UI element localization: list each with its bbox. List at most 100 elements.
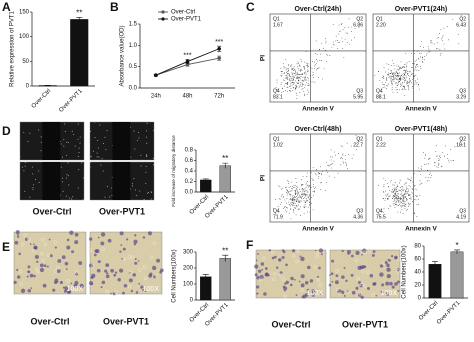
- cell-dot: [385, 194, 387, 196]
- cell-dot: [305, 79, 307, 81]
- cell-dot: [419, 184, 421, 186]
- speck: [38, 182, 40, 184]
- flow-plot: [372, 133, 470, 223]
- cell: [360, 295, 364, 299]
- cell-dot: [407, 73, 409, 74]
- cell-dot: [305, 195, 307, 197]
- cell-dot: [354, 37, 355, 39]
- cell-dot: [293, 199, 295, 201]
- cell-dot: [420, 40, 422, 42]
- cell-dot: [388, 83, 389, 85]
- cell-dot: [403, 75, 405, 77]
- cell: [279, 271, 283, 275]
- cell: [49, 254, 53, 258]
- cell-dot: [296, 75, 298, 77]
- speck: [98, 156, 100, 158]
- cell-dot: [407, 187, 409, 189]
- cell-dot: [385, 88, 387, 89]
- cell: [330, 272, 334, 276]
- cell-dot: [384, 86, 386, 88]
- cell-dot: [279, 204, 281, 205]
- pore: [129, 270, 133, 274]
- cell-dot: [395, 87, 397, 88]
- speck: [106, 186, 108, 188]
- quadrant-value: 2.20: [376, 22, 386, 28]
- pore: [122, 257, 127, 262]
- speck: [153, 129, 155, 131]
- cell-dot: [290, 76, 291, 78]
- cell-dot: [414, 185, 415, 187]
- cell-dot: [395, 189, 396, 191]
- cell-dot: [439, 49, 441, 50]
- pore: [53, 269, 58, 274]
- cell-dot: [404, 95, 406, 97]
- speck: [136, 140, 138, 142]
- cell-dot: [386, 85, 388, 87]
- cell-dot: [288, 69, 289, 71]
- cell-dot: [305, 72, 307, 74]
- cell-dot: [416, 195, 418, 197]
- cell-dot: [295, 189, 297, 191]
- cell: [39, 267, 45, 273]
- cell: [134, 234, 137, 237]
- quadrant-value: 4.36: [353, 214, 363, 220]
- cell-dot: [298, 62, 299, 64]
- cell: [94, 249, 98, 253]
- cell-dot: [302, 176, 304, 177]
- cell: [137, 260, 140, 262]
- cell-dot: [319, 59, 321, 61]
- cell-dot: [452, 159, 454, 161]
- cell-dot: [307, 172, 309, 174]
- cell-dot: [296, 85, 298, 86]
- cell-dot: [282, 208, 284, 210]
- cell-dot: [294, 207, 295, 209]
- quadrant-value: 22.7: [353, 142, 363, 148]
- cell-dot: [307, 211, 309, 213]
- cell-dot: [282, 88, 283, 89]
- cell-dot: [293, 187, 294, 188]
- cell-dot: [395, 79, 397, 81]
- panel-label: A: [2, 0, 11, 14]
- speck: [92, 150, 94, 152]
- plot-title: Over-PVT1(48h): [395, 126, 448, 133]
- cell-dot: [286, 68, 288, 70]
- speck: [133, 130, 135, 132]
- pore: [138, 268, 142, 272]
- cell-dot: [272, 207, 274, 209]
- speck: [146, 122, 148, 124]
- cell-dot: [286, 74, 288, 76]
- cell: [18, 252, 21, 256]
- cell-dot: [435, 151, 436, 153]
- cell: [350, 254, 354, 258]
- cell-dot: [407, 202, 409, 204]
- cell-dot: [377, 185, 379, 187]
- cell-dot: [410, 73, 412, 75]
- speck: [38, 170, 40, 172]
- cell-dot: [408, 79, 410, 81]
- pore: [90, 264, 95, 268]
- cell-dot: [405, 185, 407, 187]
- speck: [71, 198, 73, 200]
- cell-dot: [345, 154, 346, 156]
- quadrant-name: Q1: [376, 136, 383, 142]
- cell: [313, 290, 316, 294]
- cell-dot: [295, 178, 297, 180]
- cell: [140, 285, 144, 289]
- cell-dot: [404, 72, 406, 74]
- cell-dot: [400, 77, 401, 78]
- cell-dot: [401, 198, 403, 200]
- cell-dot: [404, 79, 406, 81]
- cell-dot: [383, 208, 385, 210]
- cell-dot: [442, 152, 444, 154]
- cell-dot: [292, 211, 294, 213]
- cell-dot: [400, 68, 402, 69]
- cell: [343, 294, 346, 297]
- magnification: 100X: [67, 286, 84, 293]
- cell-dot: [304, 68, 305, 70]
- cell: [257, 252, 260, 255]
- cell-dot: [314, 65, 315, 67]
- cell: [148, 273, 153, 278]
- cell-dot: [450, 160, 452, 161]
- cell-dot: [308, 195, 310, 197]
- cell-dot: [402, 203, 403, 205]
